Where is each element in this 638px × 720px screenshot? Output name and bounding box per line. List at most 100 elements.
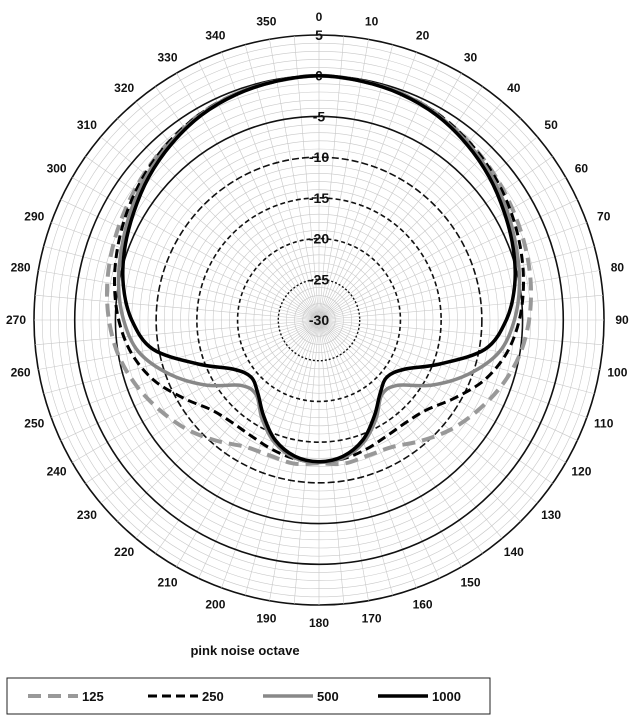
grid-spoke [51, 319, 320, 418]
angle-tick-label: 160 [413, 598, 433, 612]
grid-minor-ring [269, 270, 369, 370]
grid-minor-ring [261, 262, 377, 378]
grid-spoke [135, 319, 320, 539]
angle-tick-label: 170 [362, 611, 382, 625]
grid-spoke [318, 319, 369, 601]
grid-spoke [318, 319, 595, 395]
angle-tick-label: 310 [77, 118, 97, 132]
grid-spoke [43, 319, 320, 395]
angle-tick-label: 80 [611, 260, 625, 274]
grid-spoke [155, 86, 320, 321]
grid-spoke [269, 319, 320, 601]
angle-tick-label: 180 [309, 616, 329, 630]
grid-spoke [318, 319, 521, 522]
angle-tick-label: 110 [594, 417, 614, 431]
grid-spoke [85, 156, 320, 321]
grid-spoke [318, 245, 595, 321]
grid-spoke [318, 36, 345, 321]
grid-spoke [318, 73, 462, 321]
grid-spoke [51, 222, 320, 321]
grid-spoke [43, 245, 320, 321]
grid-minor-ring [188, 189, 450, 451]
grid-spoke [318, 319, 587, 418]
angle-tick-label: 40 [507, 81, 521, 95]
angle-tick-label: 200 [205, 598, 225, 612]
grid-spoke [318, 319, 600, 370]
grid-spoke [269, 39, 320, 321]
grid-spoke [60, 199, 320, 321]
grid-minor-ring [220, 221, 418, 419]
angle-tick-label: 280 [11, 260, 31, 274]
series-line-1000 [121, 73, 517, 464]
radial-tick-labels: -30-25-20-15-10-505 [309, 27, 329, 328]
angle-tick-label: 20 [416, 28, 430, 42]
angle-tick-label: 220 [114, 545, 134, 559]
grid-major-ring [277, 278, 361, 362]
grid-spoke [85, 319, 320, 484]
grid-minor-ring [172, 173, 466, 467]
grid-minor-ring [286, 287, 352, 353]
grid-spoke [38, 270, 320, 321]
angle-tick-label: 230 [77, 508, 97, 522]
angle-tick-label: 330 [157, 51, 177, 65]
grid-minor-ring [49, 50, 589, 590]
grid-minor-ring [212, 213, 426, 427]
radial-tick-label: -30 [309, 312, 329, 328]
angle-tick-label: 210 [157, 575, 177, 589]
legend: 125 250 500 1000 [6, 677, 491, 715]
angle-tick-label: 260 [11, 366, 31, 380]
grid-minor-ring [245, 246, 393, 394]
angle-tick-label: 120 [571, 465, 591, 479]
angle-tick-label: 60 [575, 162, 589, 176]
series-line-125 [104, 73, 534, 467]
grid-minor-ring [302, 303, 336, 337]
angle-tick-label: 70 [597, 209, 611, 223]
radial-tick-label: -25 [309, 271, 329, 287]
grid-spoke [155, 319, 320, 554]
grid-spoke [318, 199, 578, 321]
angle-tick-label: 50 [544, 118, 558, 132]
radial-tick-label: -15 [309, 190, 329, 206]
angle-tick-label: 240 [47, 465, 67, 479]
angle-tick-label: 10 [365, 15, 379, 29]
legend-label-500: 500 [317, 689, 339, 704]
angle-tick-label: 30 [464, 51, 478, 65]
angle-tick-labels: 0 10 20 30 40 50 60 70 80 90 100 110 120 130 140 150 160… [6, 10, 629, 630]
angle-tick-label: 0 [316, 10, 323, 24]
grid-minor-ring [229, 230, 409, 410]
grid-minor-ring [90, 91, 548, 549]
grid-spoke [318, 319, 538, 504]
angle-tick-label: 90 [615, 313, 629, 327]
grid-spoke [35, 319, 320, 346]
series-lines [104, 73, 534, 467]
grid-spoke [318, 319, 440, 579]
grid-spoke [318, 319, 483, 554]
angle-tick-label: 130 [541, 508, 561, 522]
grid-spoke [318, 156, 553, 321]
grid-spoke [176, 73, 320, 321]
grid-spoke [100, 136, 320, 321]
grid-major-ring [196, 197, 442, 443]
radial-tick-label: -5 [313, 108, 326, 124]
grid-major-ring [236, 237, 402, 403]
grid-spoke [117, 319, 320, 522]
grid-spoke [318, 319, 603, 346]
angle-tick-label: 290 [24, 209, 44, 223]
grid-spoke [318, 319, 553, 484]
grid-minor-ring [66, 67, 572, 573]
grid-spoke [244, 319, 320, 596]
grid-spoke [117, 118, 320, 321]
axis-title: pink noise octave [190, 643, 299, 658]
grid-spoke [221, 52, 320, 321]
grid-spoke [318, 118, 521, 321]
angle-tick-label: 140 [504, 545, 524, 559]
grid-minor-ring [82, 83, 556, 557]
grid-spoke [318, 136, 538, 321]
grid-spoke [318, 52, 417, 321]
grid-minor-ring [163, 164, 475, 476]
angle-tick-label: 320 [114, 81, 134, 95]
grid-spoke [318, 222, 587, 321]
radial-tick-label: -10 [309, 149, 329, 165]
grid-spoke [176, 319, 320, 567]
